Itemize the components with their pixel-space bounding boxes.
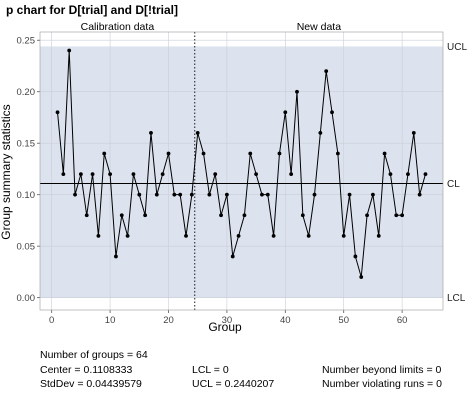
y-tick-label: 0.05 (17, 242, 36, 253)
data-point (324, 69, 329, 74)
section-label: Calibration data (81, 21, 155, 33)
data-point (406, 172, 410, 176)
data-point (353, 254, 358, 259)
data-point (248, 151, 253, 156)
stat-number-of-groups: Number of groups = 64 (40, 349, 148, 361)
data-point (400, 213, 405, 218)
data-point (119, 213, 124, 218)
data-point (96, 233, 101, 238)
y-tick-label: 0.20 (17, 87, 36, 98)
data-point (318, 131, 323, 135)
stat-ucl: UCL = 0.2440207 (192, 378, 275, 390)
data-point (254, 172, 259, 176)
x-tick-label: 10 (105, 315, 116, 326)
data-point (330, 110, 334, 115)
data-point (236, 233, 241, 238)
data-point (359, 275, 364, 279)
data-point (306, 233, 311, 238)
data-point (347, 192, 352, 197)
plot-border (39, 31, 444, 311)
data-point (84, 213, 89, 218)
data-point (376, 233, 381, 238)
section-label: New data (297, 21, 342, 33)
data-point (149, 131, 153, 135)
data-point (289, 172, 294, 176)
data-point (189, 192, 194, 197)
data-point (371, 192, 375, 197)
y-tick-label: 0.25 (17, 36, 36, 47)
data-point (394, 213, 399, 218)
data-point (90, 172, 95, 176)
data-point (61, 172, 66, 176)
data-point (166, 151, 171, 156)
data-point (114, 254, 118, 259)
data-point (365, 213, 369, 218)
data-point (271, 233, 276, 238)
data-point (154, 192, 159, 197)
x-tick-label: 20 (163, 315, 174, 326)
data-point (201, 151, 206, 156)
data-point (260, 192, 264, 197)
data-point (388, 172, 393, 176)
data-point (160, 172, 165, 176)
stat-center: Center = 0.1108333 (40, 364, 133, 376)
y-tick-label: 0.15 (17, 139, 36, 150)
y-axis-label: Group summary statistics (0, 104, 13, 239)
data-point (277, 151, 282, 156)
data-point (143, 213, 148, 218)
y-tick-label: 0.00 (17, 293, 36, 304)
x-tick-label: 30 (222, 315, 233, 326)
data-point (55, 110, 60, 115)
data-point (224, 192, 229, 197)
data-point (382, 151, 387, 156)
limit-label-cl: CL (447, 179, 460, 190)
x-tick-label: 40 (280, 315, 291, 326)
x-axis-label: Group (208, 320, 242, 334)
data-point (207, 192, 212, 197)
data-point (312, 192, 317, 197)
y-tick-label: 0.10 (17, 190, 36, 201)
data-point (242, 213, 247, 218)
x-tick-label: 50 (338, 315, 349, 326)
data-point (137, 192, 142, 197)
data-point (131, 172, 136, 176)
data-point (300, 213, 305, 218)
data-point (102, 151, 107, 156)
stat-stddev: StdDev = 0.04439579 (40, 378, 142, 390)
data-point (423, 172, 428, 176)
control-limit-band (40, 46, 443, 298)
data-point (195, 131, 200, 135)
x-tick-label: 60 (397, 315, 408, 326)
data-point (78, 172, 83, 176)
limit-label-ucl: UCL (447, 42, 467, 53)
stat-lcl: LCL = 0 (192, 364, 229, 376)
series-line (57, 50, 426, 278)
data-point (73, 192, 77, 197)
data-point (335, 151, 340, 156)
data-point (411, 131, 416, 135)
data-point (283, 110, 288, 115)
limit-label-lcl: LCL (447, 293, 466, 304)
data-point (265, 192, 270, 197)
section-header-strip (40, 20, 443, 32)
chart-title: p chart for D[trial] and D[!trial] (6, 3, 178, 17)
data-point (295, 89, 299, 94)
data-point (184, 233, 188, 238)
data-point (341, 233, 346, 238)
data-point (213, 172, 218, 176)
x-tick-label: 0 (49, 315, 54, 326)
data-point (219, 213, 223, 218)
data-point (178, 192, 183, 197)
data-point (230, 254, 235, 259)
data-point (125, 233, 130, 238)
stat-beyond-limits: Number beyond limits = 0 (322, 364, 442, 376)
data-point (67, 48, 72, 53)
data-point (108, 172, 112, 176)
data-point (417, 192, 422, 197)
stat-violating-runs: Number violating runs = 0 (322, 378, 442, 390)
data-point (172, 192, 177, 197)
